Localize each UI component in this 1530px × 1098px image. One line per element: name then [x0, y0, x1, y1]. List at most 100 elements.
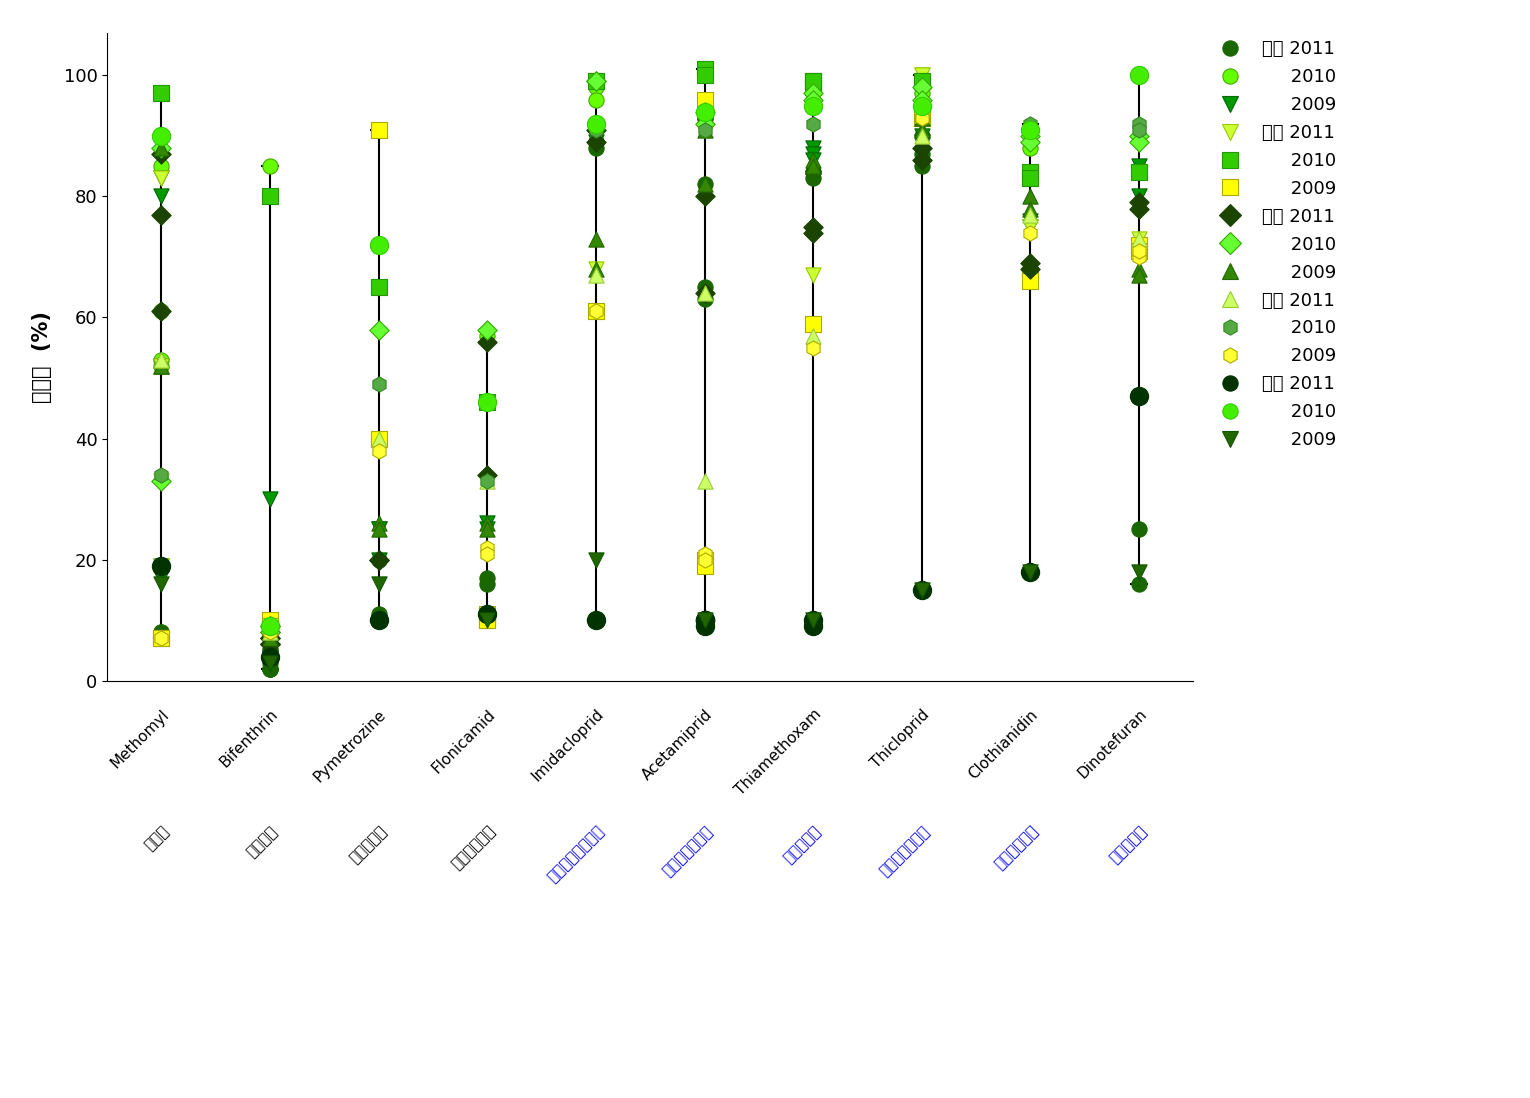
- Text: 플루미카미드: 플루미카미드: [448, 824, 497, 873]
- Point: [150, 157, 174, 175]
- Point: [150, 205, 174, 223]
- Point: [150, 357, 174, 374]
- Point: [910, 97, 935, 114]
- Point: [910, 79, 935, 97]
- Point: [692, 109, 716, 126]
- Point: [910, 91, 935, 109]
- Point: [910, 581, 935, 598]
- Point: [802, 97, 826, 114]
- Point: [259, 612, 283, 629]
- Text: 디노테퓨란: 디노테퓨란: [1106, 824, 1149, 866]
- Point: [150, 351, 174, 369]
- Point: [259, 617, 283, 635]
- Point: [150, 127, 174, 145]
- Point: [584, 267, 609, 284]
- Point: [802, 115, 826, 133]
- Text: Bifenthrin: Bifenthrin: [217, 707, 280, 771]
- Point: [802, 79, 826, 97]
- Point: [1128, 157, 1152, 175]
- Point: [1019, 212, 1043, 229]
- Point: [910, 157, 935, 175]
- Point: [150, 472, 174, 490]
- Point: [584, 72, 609, 90]
- Point: [259, 617, 283, 635]
- Point: [259, 660, 283, 677]
- Point: [802, 145, 826, 163]
- Point: [476, 472, 500, 490]
- Point: [584, 133, 609, 150]
- Point: [692, 612, 716, 629]
- Point: [1019, 272, 1043, 290]
- Point: [1128, 236, 1152, 254]
- Point: [150, 569, 174, 586]
- Point: [1128, 575, 1152, 593]
- Point: [692, 91, 716, 109]
- Text: Acetamiprid: Acetamiprid: [640, 707, 715, 783]
- Point: [259, 624, 283, 641]
- Point: [150, 624, 174, 641]
- Point: [259, 617, 283, 635]
- Point: [150, 629, 174, 647]
- Point: [692, 97, 716, 114]
- Point: [1019, 563, 1043, 581]
- Point: [150, 624, 174, 641]
- Point: [802, 164, 826, 181]
- Point: [367, 376, 392, 393]
- Point: [150, 139, 174, 157]
- Text: 이미다클로프리드: 이미다클로프리드: [545, 824, 606, 885]
- Point: [259, 624, 283, 641]
- Point: [692, 121, 716, 138]
- Point: [1019, 164, 1043, 181]
- Point: [692, 612, 716, 629]
- Point: [802, 612, 826, 629]
- Point: [910, 127, 935, 145]
- Text: Dinotefuran: Dinotefuran: [1076, 707, 1149, 782]
- Text: 티아클로프리드: 티아클로프리드: [877, 824, 932, 879]
- Point: [259, 641, 283, 659]
- Point: [367, 429, 392, 447]
- Point: [150, 303, 174, 321]
- Point: [802, 169, 826, 187]
- Point: [150, 467, 174, 484]
- Point: [1128, 563, 1152, 581]
- Text: Methomyl: Methomyl: [107, 707, 171, 771]
- Point: [1128, 121, 1152, 138]
- Point: [692, 115, 716, 133]
- Point: [584, 133, 609, 150]
- Point: [476, 520, 500, 538]
- Point: [1128, 267, 1152, 284]
- Point: [692, 103, 716, 121]
- Point: [692, 551, 716, 569]
- Point: [476, 333, 500, 350]
- Point: [692, 284, 716, 302]
- Point: [584, 72, 609, 90]
- Point: [259, 636, 283, 653]
- Point: [150, 357, 174, 374]
- Point: [584, 79, 609, 97]
- Point: [692, 115, 716, 133]
- Point: [259, 641, 283, 659]
- Point: [1128, 520, 1152, 538]
- Point: [692, 176, 716, 193]
- Point: [1019, 267, 1043, 284]
- Point: [692, 612, 716, 629]
- Point: [150, 472, 174, 490]
- Point: [367, 429, 392, 447]
- Point: [692, 121, 716, 138]
- Point: [910, 109, 935, 126]
- Point: [367, 121, 392, 138]
- Point: [1019, 127, 1043, 145]
- Point: [259, 617, 283, 635]
- Point: [259, 660, 283, 677]
- Point: [150, 139, 174, 157]
- Point: [910, 67, 935, 85]
- Point: [150, 85, 174, 102]
- Point: [150, 303, 174, 321]
- Point: [910, 109, 935, 126]
- Point: [1128, 188, 1152, 205]
- Point: [476, 515, 500, 533]
- Point: [692, 109, 716, 126]
- Point: [584, 133, 609, 150]
- Point: [259, 617, 283, 635]
- Point: [910, 109, 935, 126]
